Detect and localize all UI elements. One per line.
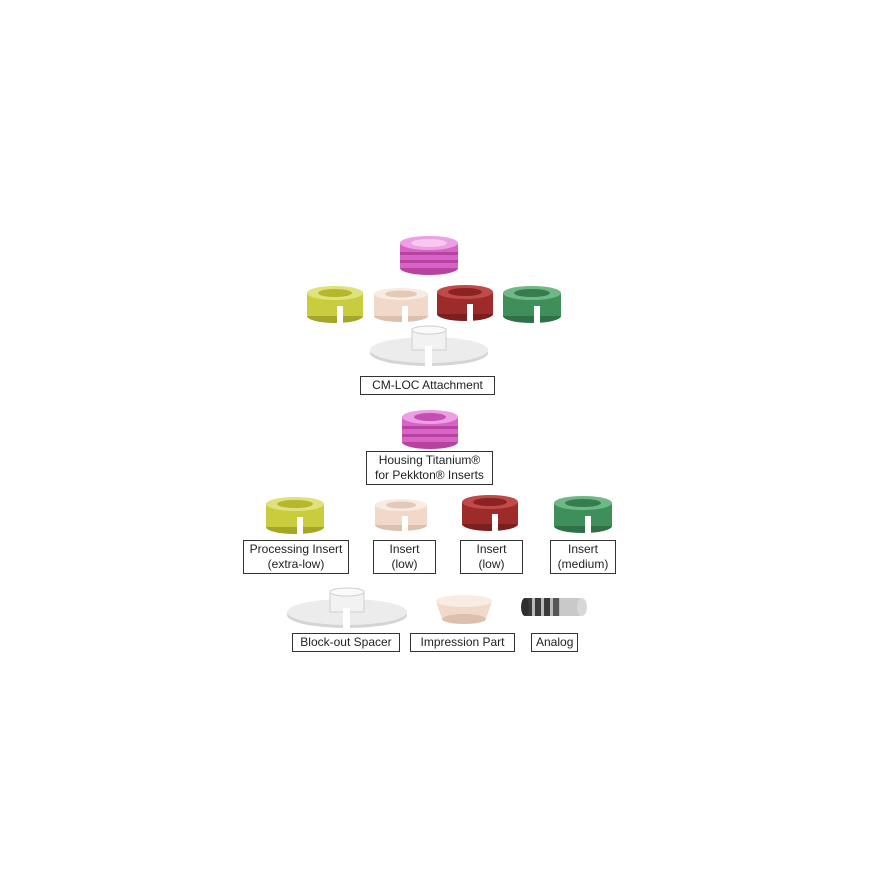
label-insert-medium: Insert (medium) — [550, 540, 616, 574]
label-blockout-spacer: Block-out Spacer — [292, 633, 400, 652]
blockout-spacer — [286, 587, 408, 632]
assembly-insert-green — [502, 284, 562, 324]
label-housing-titanium: Housing Titanium® for Pekkton® Inserts — [366, 451, 493, 485]
assembly-insert-red — [436, 284, 494, 322]
label-cm-loc-attachment: CM-LOC Attachment — [360, 376, 495, 395]
insert-low-red — [461, 494, 519, 532]
analog — [520, 596, 590, 618]
label-analog: Analog — [531, 633, 578, 652]
assembly-blockout-spacer — [369, 325, 489, 370]
assembly-insert-beige — [372, 286, 430, 324]
assembly-housing-pink — [397, 234, 461, 276]
insert-low-beige — [373, 497, 429, 533]
label-insert-low-beige: Insert (low) — [373, 540, 436, 574]
insert-medium-green — [553, 494, 613, 534]
label-insert-low-red: Insert (low) — [460, 540, 523, 574]
housing-pink — [400, 408, 460, 450]
label-impression-part: Impression Part — [410, 633, 515, 652]
processing-insert-yellow — [265, 495, 325, 535]
assembly-insert-yellow — [306, 284, 364, 324]
impression-part — [434, 594, 494, 626]
label-processing-insert: Processing Insert (extra-low) — [243, 540, 349, 574]
